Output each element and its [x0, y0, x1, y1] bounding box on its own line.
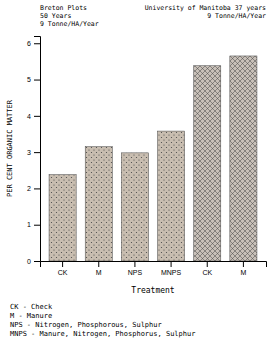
y-tick-label: 6: [27, 40, 31, 47]
x-tick: M: [240, 261, 246, 276]
y-tick-label: 1: [27, 221, 31, 228]
x-tick-label: M: [96, 269, 102, 276]
annotation-left: 9 Tonne/HA/Year: [40, 20, 99, 28]
x-tick: MNPS: [161, 261, 182, 276]
bar: [158, 131, 185, 261]
bar: [85, 147, 112, 261]
annotation-left: 50 Years: [40, 12, 71, 20]
x-tick-mark: [207, 261, 208, 267]
key-text: NPS - Nitrogen, Phosphorous, Sulphur: [10, 321, 162, 329]
annotation-right: University of Manitoba 37 years: [145, 4, 266, 12]
y-tick: 4: [27, 113, 40, 120]
y-tick-label: 3: [27, 149, 31, 156]
bar: [230, 56, 257, 261]
y-tick-mark: [34, 43, 40, 44]
y-tick: 0: [27, 258, 40, 265]
y-tick: 2: [27, 185, 40, 192]
x-tick-mark: [62, 261, 63, 267]
key-text: MNPS - Manure, Nitrogen, Phosphorus, Sul…: [10, 330, 195, 338]
y-tick-mark: [34, 116, 40, 117]
key-text: M - Manure: [10, 312, 52, 320]
x-tick-label: CK: [202, 269, 212, 276]
y-tick-mark: [34, 152, 40, 153]
y-tick-mark: [34, 225, 40, 226]
x-tick-label: NPS: [128, 269, 143, 276]
y-tick: 3: [27, 149, 40, 156]
x-tick-label: CK: [58, 269, 68, 276]
bar: [49, 175, 76, 261]
x-tick-label: M: [240, 269, 246, 276]
x-tick-label: MNPS: [161, 269, 182, 276]
x-axis: CKMNPSMNPSCKM: [41, 261, 267, 276]
annotation-right: 9 Tonne/HA/Year: [207, 12, 266, 20]
y-tick-mark: [34, 261, 40, 262]
y-tick: 6: [27, 40, 40, 47]
y-tick-mark: [34, 188, 40, 189]
bar: [194, 66, 221, 261]
y-tick-label: 4: [27, 113, 31, 120]
x-tick-mark: [171, 261, 172, 267]
x-tick: M: [96, 261, 102, 276]
x-axis-line: [41, 262, 267, 268]
plot-area: 0123456CKMNPSMNPSCKM: [27, 37, 266, 276]
y-axis: 0 1 2 3 4 5 6: [27, 37, 40, 265]
y-tick: 1: [27, 221, 40, 228]
y-axis-title: PER CENT ORGANIC MATTER: [6, 99, 14, 197]
chart-svg: 0123456CKMNPSMNPSCKMPER CENT ORGANIC MAT…: [0, 0, 276, 347]
key-text: CK - Check: [10, 303, 53, 311]
x-tick: NPS: [128, 261, 143, 276]
y-tick-mark: [34, 80, 40, 81]
x-tick-mark: [134, 261, 135, 267]
y-tick-label: 5: [27, 76, 31, 83]
x-tick-mark: [98, 261, 99, 267]
chart-container: 0123456CKMNPSMNPSCKMPER CENT ORGANIC MAT…: [0, 0, 276, 347]
x-tick-mark: [243, 261, 244, 267]
x-tick: CK: [58, 261, 68, 276]
bar: [121, 153, 148, 261]
x-tick: CK: [202, 261, 212, 276]
y-axis-line: [34, 37, 41, 262]
y-tick-label: 2: [27, 185, 31, 192]
y-tick: 5: [27, 76, 40, 83]
y-tick-label: 0: [27, 258, 31, 265]
x-axis-title: Treatment: [131, 286, 175, 295]
annotation-left: Breton Plots: [40, 4, 87, 12]
bars: [49, 56, 257, 261]
